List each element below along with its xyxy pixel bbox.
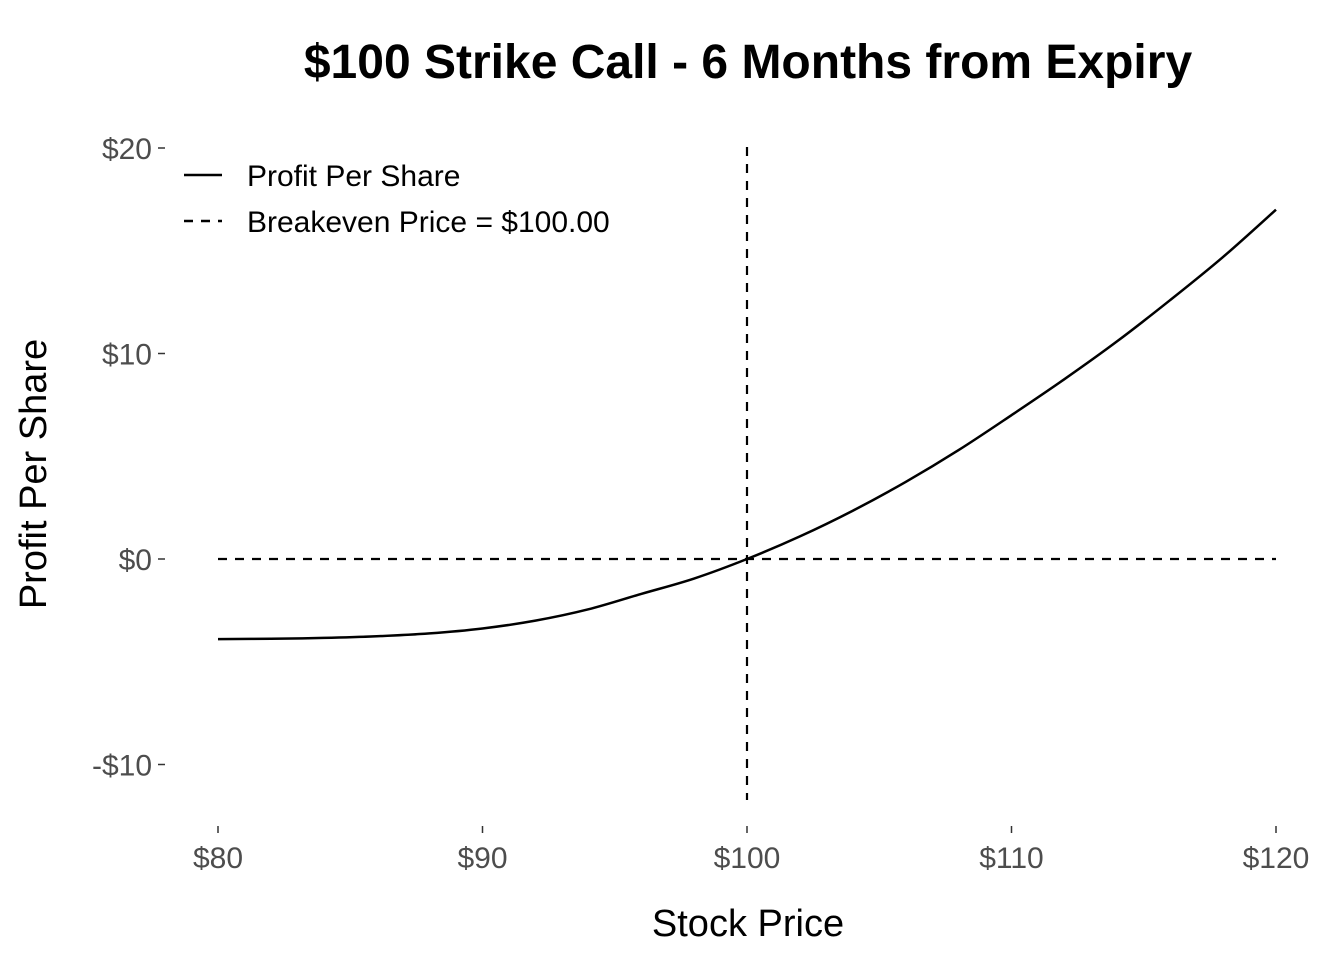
- legend: Profit Per Share Breakeven Price = $100.0…: [184, 160, 610, 239]
- x-tick-label: $100: [714, 842, 781, 875]
- chart-title: $100 Strike Call - 6 Months from Expiry: [304, 36, 1193, 89]
- legend-item-breakeven: Breakeven Price = $100.00: [184, 206, 610, 239]
- plot-area: [217, 147, 1277, 800]
- x-tick-label: $90: [457, 842, 507, 875]
- x-tick-label: $110: [979, 842, 1044, 875]
- y-tick-label: $10: [102, 339, 152, 372]
- x-axis-title: Stock Price: [652, 903, 844, 945]
- legend-label: Breakeven Price = $100.00: [247, 206, 610, 239]
- x-tick-label: $80: [193, 842, 243, 875]
- y-tick-label: $20: [102, 133, 152, 166]
- y-axis-title: Profit Per Share: [13, 339, 55, 609]
- series-line-profit-per-share: [217, 208, 1277, 641]
- axes: $80 $90 $100 $110 $120 -$10 $0 $10 $20: [92, 133, 1309, 875]
- y-tick-label: $0: [119, 544, 152, 577]
- y-tick-label: -$10: [92, 750, 152, 783]
- legend-label: Profit Per Share: [247, 160, 460, 193]
- x-tick-label: $120: [1243, 842, 1310, 875]
- legend-item-profit-per-share: Profit Per Share: [184, 160, 460, 193]
